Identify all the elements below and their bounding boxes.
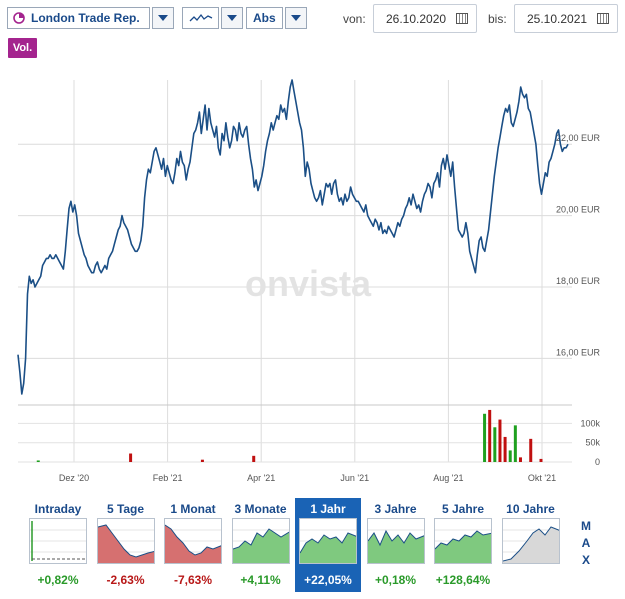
period-sparkline: [164, 518, 222, 564]
to-date-value: 25.10.2021: [527, 11, 588, 26]
volume-tick-label: 50k: [585, 438, 600, 448]
price-series: [17, 79, 569, 395]
period-label: Intraday: [34, 502, 82, 516]
instrument-select[interactable]: London Trade Rep.: [7, 7, 150, 29]
period-selector: Intraday +0,82% 5 Tage -2,63% 1 Monat -7,63% 3…: [0, 498, 625, 599]
chart-grid: [18, 80, 572, 462]
pie-chart-icon: [13, 12, 25, 24]
volume-grid: [18, 422, 572, 463]
period-change: +128,64%: [435, 573, 491, 587]
volume-bar: [529, 438, 533, 462]
volume-tick-label: 100k: [580, 418, 600, 428]
period-1-monat[interactable]: 1 Monat -7,63%: [160, 498, 226, 592]
period-3-jahre[interactable]: 3 Jahre +0,18%: [363, 498, 429, 592]
y-tick-label: 18,00 EUR: [556, 276, 601, 286]
x-tick-label: Dez '20: [59, 473, 89, 483]
y-tick-label: 20,00 EUR: [556, 205, 601, 215]
period-10-jahre[interactable]: 10 Jahre: [498, 498, 564, 592]
period-5-jahre[interactable]: 5 Jahre +128,64%: [430, 498, 496, 592]
period-sparkline: [29, 518, 87, 564]
y-tick-label: 16,00 EUR: [556, 347, 601, 357]
x-tick-label: Okt '21: [528, 473, 556, 483]
volume-bar: [498, 419, 502, 462]
y-axis-labels: 16,00 EUR 18,00 EUR 20,00 EUR 22,00 EUR: [556, 133, 601, 357]
chevron-down-icon: [227, 15, 237, 21]
period-sparkline: [231, 518, 290, 564]
price-chart: onvista 16,00 EUR 18,00 EUR 20,00 EUR 22,00…: [17, 79, 601, 483]
x-axis-labels: Dez '20 Feb '21 Apr '21 Jun '21 Aug '21 Okt '…: [59, 473, 556, 483]
volume-bar: [252, 455, 256, 462]
scale-dropdown-button[interactable]: [285, 7, 307, 29]
volume-bar: [36, 460, 40, 462]
volume-tick-label: 0: [595, 457, 600, 467]
instrument-label: London Trade Rep.: [31, 11, 140, 25]
from-date-input[interactable]: 26.10.2020: [373, 4, 477, 33]
volume-bar: [493, 427, 497, 462]
period-change: +22,05%: [304, 573, 352, 587]
period-label: 10 Jahre: [506, 502, 555, 516]
volume-axis-labels: 100k 50k 0: [580, 418, 600, 467]
volume-toggle-badge[interactable]: Vol.: [8, 38, 37, 58]
calendar-icon[interactable]: [597, 13, 609, 24]
volume-bar: [483, 413, 487, 462]
period-sparkline: [434, 518, 492, 564]
period-label: 5 Jahre: [441, 502, 485, 516]
period-5-tage[interactable]: 5 Tage -2,63%: [93, 498, 159, 592]
volume-bar: [503, 436, 507, 462]
x-tick-label: Jun '21: [340, 473, 369, 483]
max-letter: X: [581, 553, 590, 567]
from-label: von:: [343, 12, 366, 26]
period-change: +4,11%: [240, 573, 281, 587]
period-sparkline: [501, 518, 560, 564]
to-date-input[interactable]: 25.10.2021: [514, 4, 618, 33]
volume-bar: [129, 453, 133, 462]
volume-bar: [508, 450, 512, 462]
to-label: bis:: [488, 12, 507, 26]
period-label: 3 Jahre: [374, 502, 417, 516]
x-tick-label: Aug '21: [433, 473, 463, 483]
max-letter: M: [581, 519, 591, 533]
period-3-monate[interactable]: 3 Monate +4,11%: [228, 498, 294, 592]
max-letter: A: [581, 536, 591, 550]
chart-type-select[interactable]: [182, 7, 219, 29]
watermark: onvista: [245, 263, 372, 304]
period-change: -2,63%: [106, 573, 145, 587]
period-label: 1 Jahr: [310, 502, 346, 516]
scale-label: Abs: [253, 11, 276, 25]
period-intraday[interactable]: Intraday +0,82%: [25, 498, 91, 592]
volume-bar: [200, 459, 204, 462]
volume-bars: [36, 409, 543, 462]
x-tick-label: Apr '21: [247, 473, 275, 483]
y-tick-label: 22,00 EUR: [556, 133, 601, 143]
from-date-value: 26.10.2020: [386, 11, 447, 26]
chevron-down-icon: [158, 15, 168, 21]
chevron-down-icon: [291, 15, 301, 21]
period-1-jahr[interactable]: 1 Jahr +22,05%: [295, 498, 361, 592]
period-sparkline: [366, 518, 425, 564]
period-change: +0,18%: [374, 573, 417, 587]
max-button[interactable]: M A X: [579, 518, 593, 569]
scale-select[interactable]: Abs: [246, 7, 283, 29]
volume-bar: [539, 458, 543, 462]
period-sparkline: [299, 518, 357, 564]
toolbar: London Trade Rep. Abs von: 26.10.2020 bi…: [0, 0, 625, 38]
price-line: [17, 79, 569, 395]
instrument-dropdown-button[interactable]: [152, 7, 174, 29]
period-change: +0,82%: [37, 573, 79, 587]
calendar-icon[interactable]: [456, 13, 468, 24]
period-label: 5 Tage: [106, 502, 145, 516]
volume-bar: [513, 425, 517, 462]
line-chart-icon: [189, 13, 212, 22]
volume-bar: [488, 409, 492, 462]
period-label: 1 Monat: [170, 502, 216, 516]
volume-bar: [518, 457, 522, 462]
period-sparkline: [96, 518, 155, 564]
x-tick-label: Feb '21: [153, 473, 183, 483]
period-change: -7,63%: [173, 573, 213, 587]
chart-type-dropdown-button[interactable]: [221, 7, 243, 29]
period-label: 3 Monate: [234, 502, 287, 516]
